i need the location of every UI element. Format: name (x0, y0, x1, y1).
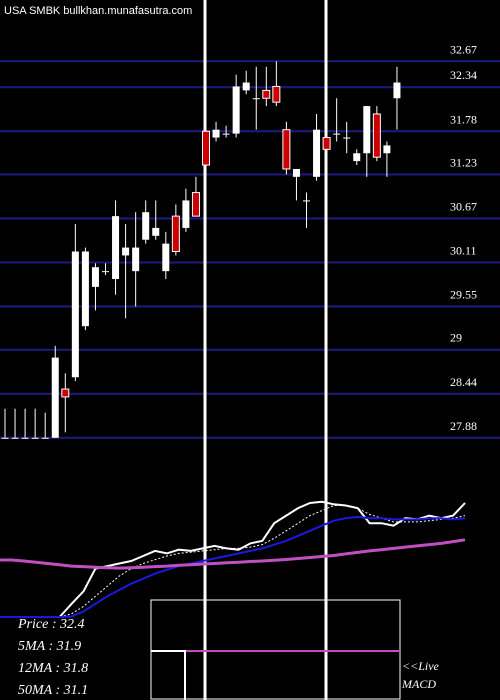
y-tick-label: 31.23 (450, 155, 477, 169)
y-tick-label: 28.44 (450, 375, 477, 389)
candle-body (322, 137, 331, 150)
candle-body (363, 106, 371, 154)
candle-body (252, 98, 260, 100)
candle-body (51, 357, 59, 438)
legend-entry: Price : 32.4 (17, 617, 84, 632)
candle-body (31, 437, 39, 439)
legend-entry: 12MA : 31.8 (18, 661, 88, 676)
candle-body (162, 243, 170, 272)
candle-body (142, 212, 150, 240)
legend-entry: 50MA : 31.1 (18, 683, 88, 698)
candle-body (102, 271, 109, 273)
candle-body (343, 137, 351, 139)
chart-title: USA SMBK bullkhan.munafasutra.com (4, 5, 192, 17)
live-label: <<Live (402, 659, 440, 673)
y-tick-label: 32.34 (450, 68, 477, 82)
candle-body (222, 133, 230, 135)
candle-body (393, 82, 401, 99)
candle-body (112, 216, 120, 280)
candle-body (333, 133, 341, 135)
y-tick-label: 31.78 (450, 112, 477, 126)
legend-entry: 5MA : 31.9 (18, 639, 81, 654)
candle-body (353, 153, 361, 162)
candle-body (81, 251, 89, 327)
candle-body (11, 437, 19, 439)
candle-body (242, 82, 250, 91)
candle-body (272, 85, 281, 103)
macd-line (151, 650, 186, 700)
indicator-line (0, 538, 466, 570)
candle-body (91, 267, 99, 287)
y-tick-label: 30.11 (450, 244, 477, 258)
candle-body (282, 129, 291, 170)
y-tick-label: 27.88 (450, 419, 477, 433)
macd-label: MACD (401, 677, 436, 691)
candle-body (71, 251, 79, 378)
candle-body (292, 168, 300, 177)
candle-body (212, 129, 220, 138)
y-tick-label: 32.67 (450, 42, 477, 56)
candle-body (262, 89, 271, 99)
candle-body (41, 437, 49, 439)
candle-body (202, 130, 210, 166)
indicator-line (0, 515, 466, 618)
candle-body (303, 200, 310, 202)
candle-body (191, 192, 200, 217)
candle-body (21, 437, 29, 439)
y-tick-label: 30.67 (450, 199, 477, 213)
candle-body (313, 129, 321, 177)
y-tick-label: 29.55 (450, 288, 477, 302)
candle-body (152, 227, 160, 236)
candle-body (122, 247, 130, 256)
candle-body (1, 437, 9, 439)
candle-body (383, 145, 391, 154)
candle-body (182, 200, 190, 228)
candle-body (132, 247, 140, 272)
candle-body (61, 388, 70, 398)
candle-body (171, 215, 180, 253)
macd-box (150, 599, 401, 700)
candle-body (232, 86, 240, 134)
indicator-line (0, 500, 466, 618)
candle-body (372, 113, 381, 158)
y-tick-label: 29 (450, 331, 462, 345)
